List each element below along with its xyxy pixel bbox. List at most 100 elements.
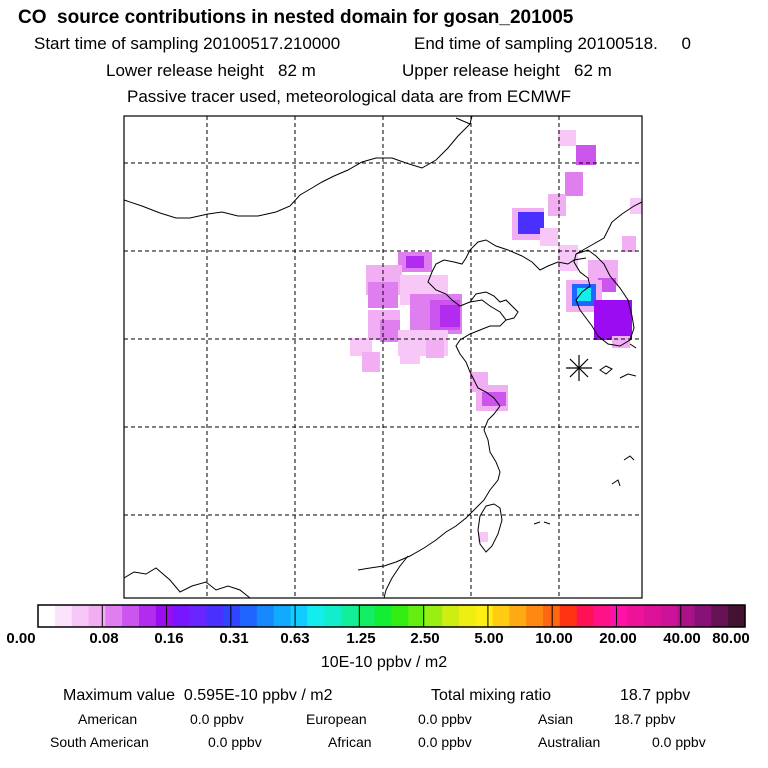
region-name: Australian	[538, 734, 601, 750]
colorbar-tick-label: 1.25	[346, 630, 376, 647]
colorbar-tick-label: 0.63	[280, 630, 310, 647]
colorbar-cell	[644, 605, 662, 627]
colorbar-tick-label: 40.00	[663, 630, 701, 647]
colorbar-unit: 10E-10 ppbv / m2	[320, 654, 448, 671]
colorbar-tick-label: 0.31	[219, 630, 249, 647]
maximum-value: Maximum value 0.595E-10 ppbv / m2	[63, 687, 333, 704]
field-patch	[518, 212, 544, 234]
field-patch	[540, 228, 558, 246]
field-patch	[558, 130, 576, 146]
colorbar-tick-label: 10.00	[535, 630, 573, 647]
colorbar-cell	[425, 605, 443, 627]
field-patch	[350, 338, 372, 356]
colorbar-cell	[290, 605, 308, 627]
plot-title: CO source contributions in nested domain…	[18, 7, 574, 28]
graticule	[124, 116, 642, 598]
upper-release-height-label: Upper release height 62 m	[402, 61, 612, 80]
field-patch	[577, 288, 591, 301]
colorbar-ticks	[101, 605, 682, 627]
region-value: 0.0 ppbv	[190, 711, 244, 727]
colorbar-cell	[475, 605, 494, 627]
field-patch	[630, 198, 642, 214]
colorbar-cell	[627, 605, 645, 627]
field-patch	[576, 145, 596, 165]
colorbar-tick-label: 5.00	[474, 630, 504, 647]
region-name: American	[78, 711, 138, 727]
colorbar-cell	[694, 605, 712, 627]
colorbar-cell	[610, 605, 628, 627]
region-value: 0.0 ppbv	[418, 711, 472, 727]
colorbar-cell	[559, 605, 578, 627]
field-patch	[406, 256, 424, 268]
colorbar-cell	[172, 605, 191, 627]
field-patch	[440, 305, 460, 327]
colorbar-cell	[391, 605, 409, 627]
colorbar-tick-label: 20.00	[599, 630, 637, 647]
region-value: 18.7 ppbv	[614, 711, 676, 727]
colorbar-cell	[189, 605, 207, 627]
model-note: Passive tracer used, meteorological data…	[127, 87, 572, 106]
colorbar-cell	[458, 605, 477, 627]
region-value: 0.0 ppbv	[652, 734, 706, 750]
colorbar-cell	[341, 605, 359, 627]
colorbar-cell	[307, 605, 325, 627]
tracer-field	[350, 130, 642, 542]
coastlines	[123, 115, 643, 599]
colorbar-cell	[223, 605, 241, 627]
region-name: South American	[50, 734, 149, 750]
colorbar-cell	[374, 605, 393, 627]
colorbar-cell	[492, 605, 510, 627]
colorbar-cell	[357, 605, 376, 627]
field-patch	[594, 300, 632, 340]
colorbar-cell	[105, 605, 123, 627]
colorbar-cell	[155, 605, 174, 627]
region-name: Asian	[538, 711, 574, 727]
colorbar-cell	[711, 605, 729, 627]
field-patch	[380, 320, 400, 342]
colorbar-cell	[728, 605, 746, 627]
field-patch	[548, 194, 566, 216]
region-value: 0.0 ppbv	[208, 734, 262, 750]
region-value: 0.0 ppbv	[418, 734, 472, 750]
colorbar-cell	[54, 605, 73, 627]
colorbar-tick-label: 0.00	[6, 630, 36, 647]
receptor-marker	[566, 355, 592, 381]
colorbar-cell	[509, 605, 527, 627]
total-mixing-ratio-label: Total mixing ratio	[431, 687, 552, 704]
field-patch	[565, 172, 583, 196]
colorbar-cell	[71, 605, 90, 627]
field-patch	[426, 340, 444, 358]
field-patch	[622, 236, 636, 252]
colorbar-cell	[240, 605, 258, 627]
lower-release-height-label: Lower release height 82 m	[106, 61, 316, 80]
colorbar-cell	[593, 605, 611, 627]
colorbar-tick-label: 0.16	[154, 630, 184, 647]
field-patch	[478, 532, 488, 542]
colorbar-cell	[273, 605, 292, 627]
colorbar-cell	[660, 605, 679, 627]
map-frame	[123, 115, 643, 599]
field-patch	[362, 352, 380, 372]
total-mixing-ratio-value: 18.7 ppbv	[620, 687, 691, 704]
colorbar-cell	[526, 605, 544, 627]
colorbar-cell	[206, 605, 224, 627]
region-name: African	[328, 734, 372, 750]
field-patch	[598, 278, 616, 292]
colorbar-cell	[256, 605, 275, 627]
colorbar-cell	[677, 605, 696, 627]
colorbar-frame	[37, 604, 746, 628]
colorbar-tick-label: 80.00	[712, 630, 750, 647]
end-time-label: End time of sampling 20100518. 0	[414, 34, 691, 53]
colorbar-tick-label: 0.08	[89, 630, 119, 647]
colorbar-cell	[139, 605, 157, 627]
colorbar	[38, 605, 746, 627]
region-name: European	[306, 711, 367, 727]
colorbar-cell	[324, 605, 342, 627]
colorbar-tick-label: 2.50	[410, 630, 440, 647]
start-time-label: Start time of sampling 20100517.210000	[34, 34, 341, 53]
colorbar-cell	[88, 605, 106, 627]
colorbar-cell	[38, 605, 56, 627]
colorbar-cell	[442, 605, 460, 627]
field-patch	[400, 350, 420, 364]
